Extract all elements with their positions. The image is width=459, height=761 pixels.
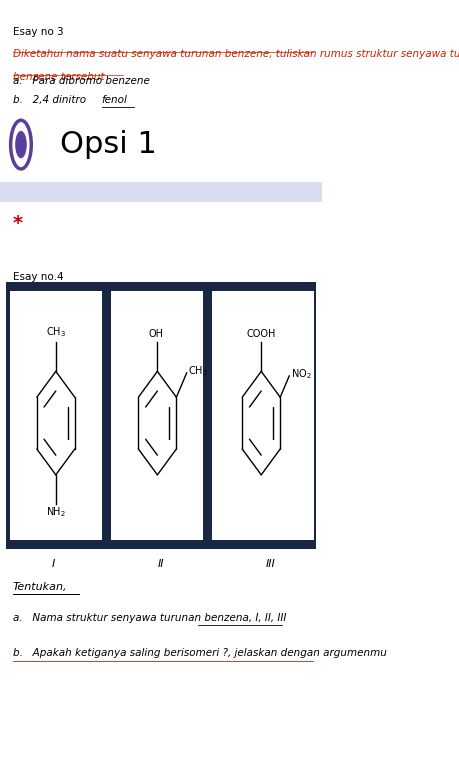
Text: OH: OH bbox=[148, 329, 163, 339]
Text: Tentukan,: Tentukan, bbox=[13, 582, 67, 592]
Text: CH$_3$: CH$_3$ bbox=[46, 326, 66, 339]
Text: fenol: fenol bbox=[101, 95, 128, 105]
FancyBboxPatch shape bbox=[0, 182, 323, 202]
Text: *: * bbox=[13, 215, 23, 233]
Text: CH$_3$: CH$_3$ bbox=[188, 364, 208, 377]
Text: b.   2,4 dinitro: b. 2,4 dinitro bbox=[13, 95, 89, 105]
Text: Diketahui nama suatu senyawa turunan benzene, tuliskan rumus struktur senyawa tu: Diketahui nama suatu senyawa turunan ben… bbox=[13, 49, 459, 59]
FancyBboxPatch shape bbox=[10, 291, 101, 540]
Text: benzene tersebut: benzene tersebut bbox=[13, 72, 105, 82]
FancyBboxPatch shape bbox=[212, 291, 314, 540]
Text: NO$_2$: NO$_2$ bbox=[291, 368, 311, 381]
Text: Esay no.4: Esay no.4 bbox=[13, 272, 63, 282]
FancyBboxPatch shape bbox=[111, 291, 203, 540]
Text: a.   Nama struktur senyawa turunan benzena, I, II, III: a. Nama struktur senyawa turunan benzena… bbox=[13, 613, 286, 622]
FancyBboxPatch shape bbox=[6, 282, 316, 549]
Text: b.   Apakah ketiganya saling berisomeri ?, jelaskan dengan argumenmu: b. Apakah ketiganya saling berisomeri ?,… bbox=[13, 648, 387, 658]
Text: COOH: COOH bbox=[246, 329, 276, 339]
Text: II: II bbox=[158, 559, 164, 569]
Text: I: I bbox=[51, 559, 55, 569]
Text: Opsi 1: Opsi 1 bbox=[60, 130, 157, 159]
Text: III: III bbox=[266, 559, 276, 569]
Text: NH$_2$: NH$_2$ bbox=[46, 505, 66, 519]
Text: a.   Para dibromo benzene: a. Para dibromo benzene bbox=[13, 76, 150, 86]
Text: Esay no 3: Esay no 3 bbox=[13, 27, 63, 37]
Circle shape bbox=[15, 131, 27, 158]
